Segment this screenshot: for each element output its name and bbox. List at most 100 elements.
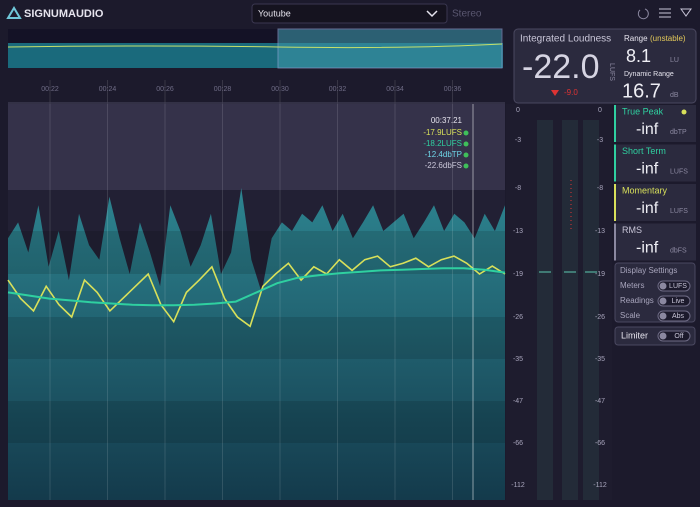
integrated-box xyxy=(513,28,697,104)
cursor-dot xyxy=(463,130,469,136)
setting-toggle[interactable] xyxy=(657,295,691,307)
meter-bar xyxy=(583,120,599,500)
cursor-reading: -22.6dbFS xyxy=(425,161,462,170)
cursor-dot xyxy=(463,163,469,169)
scale-tick-label: -112 xyxy=(511,482,525,489)
readout-unit: dbFS xyxy=(670,247,687,254)
toggle-knob xyxy=(659,297,667,305)
channel: Stereo xyxy=(452,9,482,20)
readout-name: Short Term xyxy=(622,146,666,156)
meter-bar xyxy=(562,120,578,500)
scale-tick-label: -26 xyxy=(595,314,605,321)
readout-unit: LUFS xyxy=(670,168,688,175)
menu-icon[interactable] xyxy=(659,8,671,18)
setting-toggle[interactable] xyxy=(657,310,691,322)
readout-box xyxy=(614,184,696,221)
readout-accent xyxy=(614,184,616,221)
logo xyxy=(6,6,22,19)
time-label: 00:34 xyxy=(386,86,404,93)
setting-label: Meters xyxy=(620,281,644,290)
readout-value: -inf xyxy=(636,200,659,217)
preset-dropdown[interactable] xyxy=(251,3,448,24)
time-label: 00:36 xyxy=(444,86,462,93)
setting-label: Readings xyxy=(620,296,654,305)
scale-band xyxy=(8,317,505,359)
readout-value: -inf xyxy=(636,161,659,178)
meter-bar xyxy=(537,120,553,500)
dr-label: Dynamic Range xyxy=(624,71,674,78)
readout-name: Momentary xyxy=(622,185,668,195)
range-label: Range xyxy=(624,34,648,43)
peak-indicator xyxy=(681,109,687,115)
scale-tick-label: -112 xyxy=(593,482,607,489)
cursor-dot xyxy=(463,141,469,147)
time-label: 00:30 xyxy=(271,86,289,93)
cursor-reading: -18.2LUFS xyxy=(423,139,462,148)
reset-icon[interactable] xyxy=(637,8,649,20)
settings-title: Display Settings xyxy=(620,266,677,275)
integrated-unit: LUFS xyxy=(608,63,615,81)
range-status: (unstable) xyxy=(650,34,686,43)
scale-tick-label: -66 xyxy=(513,440,523,447)
scale-tick-label: -47 xyxy=(595,398,605,405)
limiter-toggle[interactable] xyxy=(657,330,691,342)
toggle-knob xyxy=(659,312,667,320)
time-label: 00:26 xyxy=(156,86,174,93)
toggle-knob xyxy=(659,282,667,290)
scale-tick-label: -3 xyxy=(515,137,521,144)
limiter-label: Limiter xyxy=(621,330,648,340)
scale-tick-label: 0 xyxy=(516,107,520,114)
time-label: 00:32 xyxy=(329,86,347,93)
preset: Youtube xyxy=(258,8,291,18)
cursor-reading: -17.9LUFS xyxy=(423,128,462,137)
overview-curve xyxy=(7,43,503,49)
scale-tick-label: -35 xyxy=(595,356,605,363)
cursor-dot xyxy=(463,152,469,158)
graph-top-band xyxy=(8,104,505,190)
setting-label: Scale xyxy=(620,311,641,320)
range-value: 8.1 xyxy=(626,46,651,66)
time-label: 00:24 xyxy=(99,86,117,93)
scale-tick-label: -26 xyxy=(513,314,523,321)
readout-box xyxy=(614,223,696,261)
settings-box xyxy=(614,262,696,323)
setting-toggle[interactable] xyxy=(657,280,691,292)
short-term-line xyxy=(7,267,506,307)
readout-unit: dbTP xyxy=(670,129,687,136)
delta-arrow xyxy=(551,90,559,96)
scale-tick-label: -13 xyxy=(595,228,605,235)
integrated-value: -22.0 xyxy=(522,48,600,86)
scale-tick-label: -47 xyxy=(513,398,523,405)
momentary-line xyxy=(7,255,506,328)
readout-name: RMS xyxy=(622,225,642,235)
readout-name: True Peak xyxy=(622,106,664,116)
range-unit: LU xyxy=(670,57,679,64)
scale-tick-label: -8 xyxy=(597,185,603,192)
integrated-delta: -9.0 xyxy=(564,88,578,97)
dr-value: 16.7 xyxy=(622,80,661,102)
overview-selection[interactable] xyxy=(277,28,503,69)
scale-tick-label: -19 xyxy=(513,271,523,278)
time-label: 00:22 xyxy=(41,86,59,93)
loudness-envelope xyxy=(8,188,505,500)
dropdown-arrow xyxy=(426,10,438,18)
readout-unit: LUFS xyxy=(670,208,688,215)
scale-tick-label: -13 xyxy=(513,228,523,235)
toggle-knob xyxy=(659,332,667,340)
scale-tick-label: -8 xyxy=(515,185,521,192)
scale-band xyxy=(8,401,505,443)
scale-tick-label: -66 xyxy=(595,440,605,447)
cursor-time: 00:37.21 xyxy=(431,116,463,125)
integrated-title: Integrated Loudness xyxy=(520,34,611,45)
dr-unit: dB xyxy=(670,92,679,99)
readout-accent xyxy=(614,105,616,142)
readout-accent xyxy=(614,144,616,182)
scale-tick-label: 0 xyxy=(598,107,602,114)
limiter-value: Off xyxy=(674,333,683,340)
scale-tick-label: -35 xyxy=(513,356,523,363)
time-label: 00:28 xyxy=(214,86,232,93)
scale-band xyxy=(8,231,505,274)
setting-value: Live xyxy=(672,298,685,305)
collapse-icon[interactable] xyxy=(680,8,692,17)
